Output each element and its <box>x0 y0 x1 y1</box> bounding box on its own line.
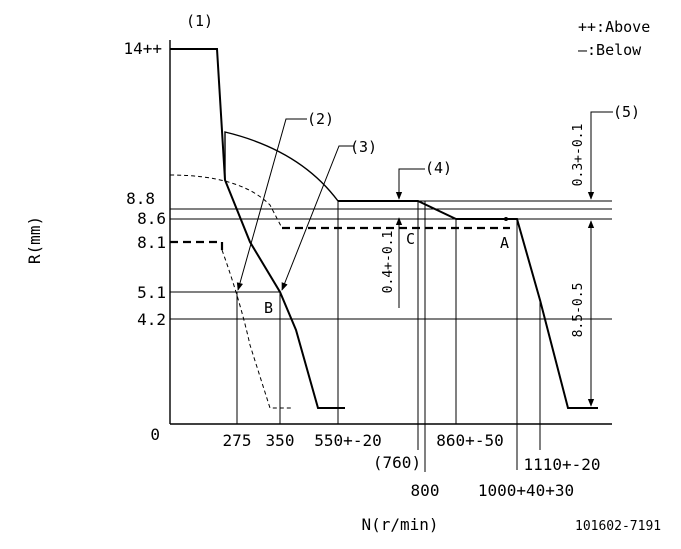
x-tick-1000: 1000+40+30 <box>478 481 574 500</box>
callout-5: (5) <box>613 103 640 121</box>
y-tick-14: 14++ <box>123 39 162 58</box>
upper-arc-curve <box>224 131 339 202</box>
dimension-arrows <box>395 217 595 407</box>
dim-mid-gap: 0.4+-0.1 <box>381 231 396 294</box>
dim-tall-gap: 8.5-0.5 <box>571 283 586 338</box>
point-b-label: B <box>264 299 273 317</box>
y-tick-8-8: 8.8 <box>126 189 155 208</box>
legend-above: ++:Above <box>578 18 650 36</box>
x-axis-label: N(r/min) <box>361 515 438 534</box>
callout-3: (3) <box>350 138 377 156</box>
dashed-curves <box>169 174 510 409</box>
y-axis-label: R(mm) <box>25 216 44 264</box>
point-c-label: C <box>406 230 415 248</box>
point-a-marker <box>504 217 508 221</box>
legend-below: —:Below <box>578 41 642 59</box>
x-tick-275: 275 <box>223 431 252 450</box>
callout-2: (2) <box>307 110 334 128</box>
callout-4: (4) <box>425 159 452 177</box>
point-a-label: A <box>500 234 509 252</box>
axes <box>169 40 612 425</box>
y-tick-8-1: 8.1 <box>137 233 166 252</box>
drawing-code: 101602-7191 <box>575 519 661 534</box>
dim-top-gap: 0.3+-0.1 <box>571 124 586 187</box>
x-tick-800: 800 <box>411 481 440 500</box>
origin-label: 0 <box>150 425 160 444</box>
x-tick-760: (760) <box>373 453 421 472</box>
x-tick-350: 350 <box>266 431 295 450</box>
x-tick-860: 860+-50 <box>436 431 503 450</box>
callout-leaders <box>236 111 613 291</box>
governor-curve <box>338 200 598 409</box>
y-tick-4-2: 4.2 <box>137 310 166 329</box>
guide-lines <box>236 201 541 472</box>
callout-1: (1) <box>186 12 213 30</box>
y-tick-5-1: 5.1 <box>137 283 166 302</box>
full-load-curve <box>170 48 345 409</box>
y-tick-8-6: 8.6 <box>137 209 166 228</box>
x-tick-550: 550+-20 <box>314 431 381 450</box>
x-tick-1110: 1110+-20 <box>523 455 600 474</box>
